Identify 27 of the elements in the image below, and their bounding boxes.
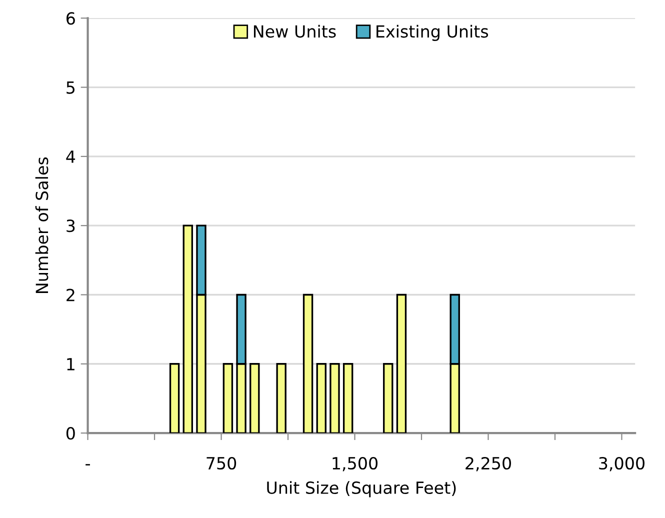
y-tick-label: 2 (66, 288, 74, 302)
bar (396, 294, 407, 434)
y-tick-label: 3 (66, 220, 75, 232)
x-tick-label: 2,250 (466, 456, 511, 472)
legend-label: New Units (254, 24, 336, 38)
legend-label: Existing Units (376, 24, 488, 41)
x-tick-label: 1,500 (332, 456, 378, 472)
y-tick-label: 6 (66, 12, 75, 25)
bar (316, 363, 326, 434)
bar (250, 363, 260, 434)
bar (342, 363, 354, 434)
x-tick-label: 750 (206, 456, 236, 470)
bar (169, 363, 180, 434)
y-tick-label: 4 (66, 150, 76, 163)
x-tick-label: - (86, 464, 90, 466)
bar (276, 363, 286, 434)
y-axis-title: Number of Sales (35, 157, 48, 293)
y-tick-label: 5 (66, 81, 75, 94)
y-tick-label: 0 (66, 427, 75, 440)
bar (182, 224, 193, 434)
y-tick-label: 1 (67, 358, 74, 370)
bar (222, 363, 234, 434)
bar (302, 294, 314, 434)
bar (330, 363, 340, 434)
bar (383, 363, 394, 434)
x-tick-label: 3,000 (599, 456, 644, 472)
x-axis-title: Unit Size (Square Feet) (267, 481, 456, 498)
